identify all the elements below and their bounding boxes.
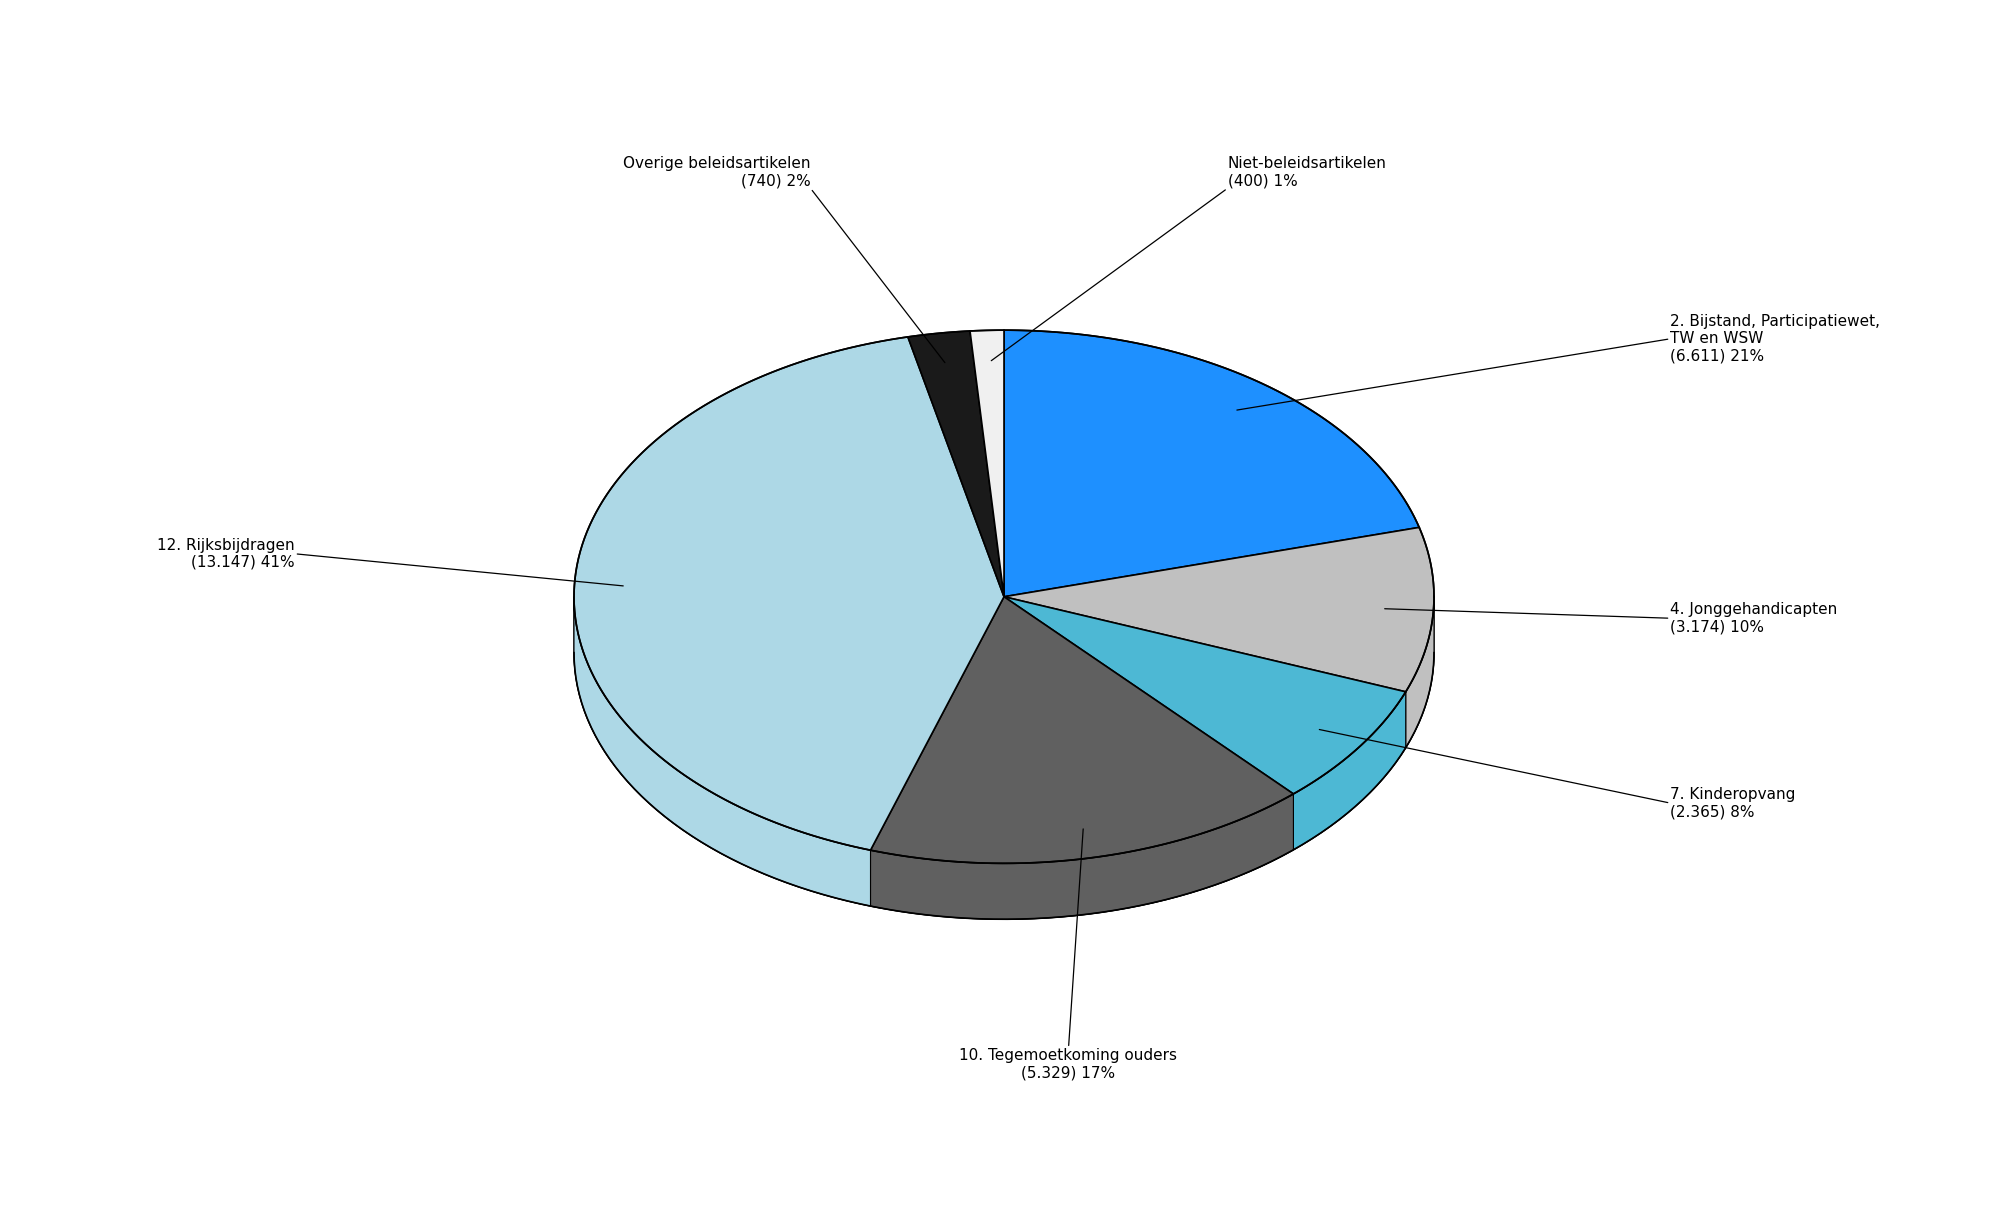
Polygon shape — [1004, 330, 1419, 597]
Polygon shape — [1405, 598, 1433, 747]
Polygon shape — [1004, 597, 1405, 793]
Polygon shape — [574, 597, 871, 906]
Polygon shape — [907, 330, 1004, 597]
Text: 12. Rijksbijdragen
(13.147) 41%: 12. Rijksbijdragen (13.147) 41% — [157, 537, 295, 570]
Polygon shape — [969, 330, 1004, 597]
Polygon shape — [1004, 527, 1433, 691]
Polygon shape — [574, 597, 1433, 920]
Text: Overige beleidsartikelen
(740) 2%: Overige beleidsartikelen (740) 2% — [622, 156, 811, 188]
Text: 2. Bijstand, Participatiewet,
TW en WSW
(6.611) 21%: 2. Bijstand, Participatiewet, TW en WSW … — [1670, 313, 1881, 363]
Text: 10. Tegemoetkoming ouders
(5.329) 17%: 10. Tegemoetkoming ouders (5.329) 17% — [959, 1049, 1176, 1080]
Polygon shape — [574, 337, 1004, 850]
Polygon shape — [1293, 691, 1405, 849]
Text: 4. Jonggehandicapten
(3.174) 10%: 4. Jonggehandicapten (3.174) 10% — [1670, 603, 1836, 634]
Polygon shape — [871, 597, 1293, 864]
Text: 7. Kinderopvang
(2.365) 8%: 7. Kinderopvang (2.365) 8% — [1670, 787, 1794, 819]
Polygon shape — [871, 793, 1293, 920]
Text: Niet-beleidsartikelen
(400) 1%: Niet-beleidsartikelen (400) 1% — [1226, 156, 1385, 188]
